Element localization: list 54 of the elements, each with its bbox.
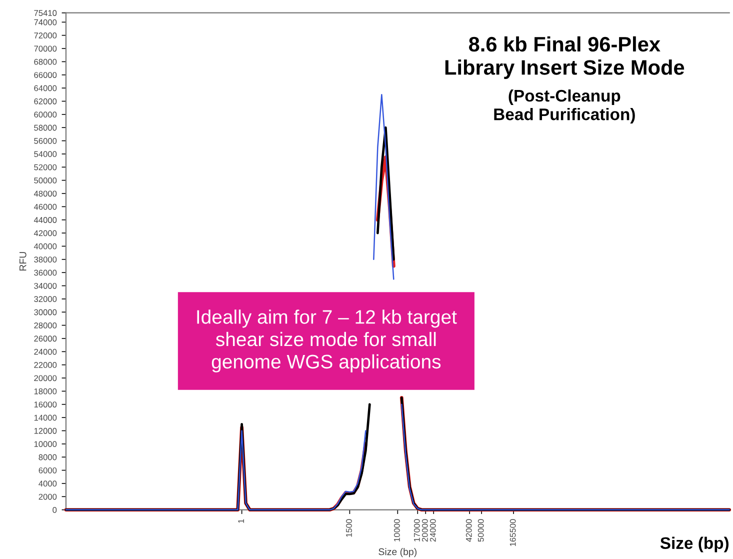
y-tick-label: 0 (52, 507, 57, 513)
x-tick-label: 42000 (466, 519, 472, 542)
y-tick-label: 14000 (34, 414, 57, 421)
y-tick-label: 70000 (34, 46, 57, 52)
y-tick-label: 16000 (34, 402, 57, 408)
y-tick-label: 32000 (34, 296, 57, 302)
x-tick-label: 50000 (478, 519, 484, 542)
x-tick-label: 24000 (430, 519, 436, 542)
y-tick-label: 60000 (34, 112, 57, 118)
y-tick-label: 56000 (34, 138, 57, 144)
y-tick-label: 75410 (34, 10, 57, 16)
x-tick-label: 1500 (346, 519, 352, 537)
annotation: Ideally aim for 7 – 12 kb target shear size mode for small genome WGS applications (197, 310, 457, 372)
y-tick-label: 40000 (34, 243, 57, 250)
y-tick-label: 10000 (34, 441, 57, 448)
y-tick-label: 28000 (34, 322, 57, 328)
y-tick-label: 44000 (34, 217, 57, 223)
y-tick-label: 52000 (34, 164, 57, 170)
y-tick-label: 38000 (34, 256, 57, 262)
x-tick-label: 165500 (510, 519, 516, 546)
y-tick-label: 42000 (34, 230, 57, 236)
text: Size (bp) (660, 536, 729, 552)
y-tick-label: 48000 (34, 190, 57, 197)
y-tick-label: 66000 (34, 72, 57, 78)
y-tick-label: 20000 (34, 375, 57, 382)
x-tick-label: 1 (238, 519, 244, 523)
y-tick-label: 2000 (38, 494, 57, 500)
y-tick-label: 4000 (38, 480, 57, 487)
y-tick-label: 6000 (38, 467, 57, 474)
y-tick-label: 36000 (34, 270, 57, 276)
text: 8.6 kb Final 96-Plex Library Insert Size Mode (445, 36, 684, 79)
y-tick-label: 12000 (34, 428, 57, 434)
y-tick-label: 68000 (34, 58, 57, 65)
y-tick-label: 72000 (34, 32, 57, 38)
y-tick-label: 22000 (34, 362, 57, 368)
text: (Post-Cleanup Bead Purification) (494, 89, 635, 124)
y-tick-label: 24000 (34, 348, 57, 355)
y-tick-label: 64000 (34, 85, 57, 92)
y-tick-label: 8000 (38, 454, 57, 460)
y-tick-label: 30000 (34, 309, 57, 316)
x-tick-label: 17000 (414, 519, 420, 542)
y-tick-label: 54000 (34, 151, 57, 158)
y-tick-label: 46000 (34, 204, 57, 210)
y-tick-label: 18000 (34, 388, 57, 394)
y-tick-label: 26000 (34, 336, 57, 342)
y-tick-label: 74000 (34, 19, 57, 26)
y-axis-title: RFU (20, 252, 26, 271)
y-tick-label: 50000 (34, 178, 57, 184)
x-tick-label: 20000 (422, 519, 428, 542)
y-tick-label: 58000 (34, 124, 57, 131)
x-tick-label: 10000 (394, 519, 400, 542)
y-tick-label: 62000 (34, 98, 57, 104)
y-tick-label: 34000 (34, 282, 57, 289)
x-axis-title: Size (bp) (378, 548, 416, 558)
